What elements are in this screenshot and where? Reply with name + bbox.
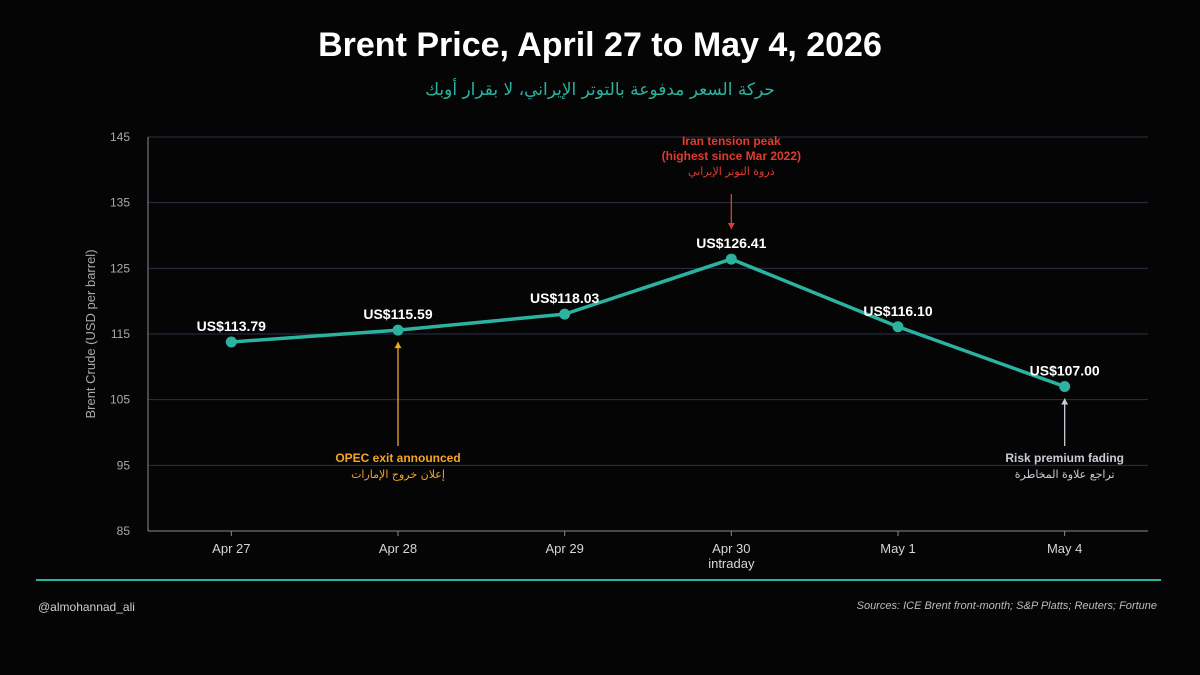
series-line bbox=[229, 257, 1067, 389]
data-point bbox=[1059, 381, 1071, 393]
data-label: US$126.41 bbox=[696, 235, 766, 251]
data-point bbox=[892, 321, 904, 333]
y-tick-label: 85 bbox=[117, 524, 131, 538]
data-point bbox=[225, 336, 237, 348]
data-label: US$107.00 bbox=[1030, 363, 1100, 379]
annotation-apr-30-text-ar: ذروة التوتر الإيراني bbox=[688, 165, 775, 178]
x-tick-sublabel: intraday bbox=[708, 556, 755, 571]
annotation-apr-28-arrow-head bbox=[394, 342, 402, 349]
annotation-apr-30-text: Iran tension peak bbox=[682, 134, 781, 148]
data-label: US$115.59 bbox=[363, 306, 432, 322]
y-tick-label: 115 bbox=[111, 327, 130, 341]
data-label: US$118.03 bbox=[530, 290, 599, 306]
annotation-may-4-arrow-head bbox=[1061, 398, 1069, 405]
y-tick-label: 95 bbox=[117, 458, 131, 472]
sources-note: Sources: ICE Brent front-month; S&P Plat… bbox=[856, 600, 1157, 612]
y-tick-label: 125 bbox=[110, 261, 130, 275]
data-label: US$113.79 bbox=[197, 318, 266, 334]
y-tick-label: 145 bbox=[110, 130, 130, 144]
footer-divider bbox=[36, 579, 1161, 581]
x-tick-label: Apr 28 bbox=[379, 541, 417, 556]
y-tick-label: 105 bbox=[110, 393, 130, 407]
chart-title: Brent Price, April 27 to May 4, 2026 bbox=[318, 26, 882, 64]
x-tick-label: Apr 29 bbox=[546, 541, 584, 556]
x-tick-label: Apr 30 bbox=[712, 541, 750, 556]
annotation-apr-30-arrow-head bbox=[727, 223, 735, 229]
data-label: US$116.10 bbox=[863, 303, 932, 319]
data-point bbox=[725, 253, 737, 265]
x-tick-label: May 4 bbox=[1047, 541, 1082, 556]
data-point bbox=[559, 308, 571, 320]
annotation-apr-28-text: OPEC exit announced bbox=[335, 451, 460, 465]
x-tick-label: Apr 27 bbox=[212, 541, 250, 556]
chart-subtitle: حركة السعر مدفوعة بالتوتر الإيراني، لا ب… bbox=[425, 80, 775, 100]
y-axis-label: Brent Crude (USD per barrel) bbox=[83, 249, 98, 418]
author-handle: @almohannad_ali bbox=[38, 600, 135, 614]
x-tick-label: May 1 bbox=[880, 541, 915, 556]
annotation-apr-28-text-ar: إعلان خروج الإمارات bbox=[351, 468, 445, 481]
y-tick-label: 135 bbox=[110, 196, 130, 210]
data-point bbox=[392, 324, 404, 336]
annotation-may-4-text: Risk premium fading bbox=[1005, 451, 1124, 465]
annotation-may-4-text-ar: تراجع علاوة المخاطرة bbox=[1015, 468, 1115, 481]
annotation-apr-30-text2: (highest since Mar 2022) bbox=[662, 149, 801, 163]
